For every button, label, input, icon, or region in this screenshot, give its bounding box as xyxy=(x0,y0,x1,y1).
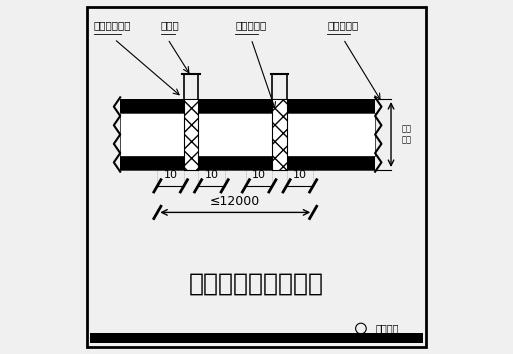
Circle shape xyxy=(361,103,368,109)
Circle shape xyxy=(317,103,323,109)
Bar xyxy=(272,99,287,170)
Circle shape xyxy=(259,103,265,109)
Circle shape xyxy=(128,160,134,166)
Bar xyxy=(272,99,287,170)
Text: 竖向筋: 竖向筋 xyxy=(161,20,180,30)
Text: 10: 10 xyxy=(204,170,219,180)
Circle shape xyxy=(223,160,230,166)
Circle shape xyxy=(339,103,345,109)
Bar xyxy=(120,113,184,156)
Bar xyxy=(184,99,198,170)
Bar xyxy=(90,333,423,343)
Bar xyxy=(287,99,375,113)
Bar xyxy=(184,99,198,170)
Circle shape xyxy=(317,160,323,166)
Text: 10: 10 xyxy=(164,170,177,180)
Circle shape xyxy=(294,160,301,166)
Circle shape xyxy=(156,160,162,166)
Text: 水平筋不断: 水平筋不断 xyxy=(235,20,267,30)
Bar xyxy=(120,156,184,170)
Text: 外露构件伸缩缝做法: 外露构件伸缩缝做法 xyxy=(189,271,324,295)
Bar xyxy=(287,156,375,170)
Circle shape xyxy=(142,160,148,166)
Bar xyxy=(198,113,272,156)
Circle shape xyxy=(241,103,247,109)
Bar xyxy=(198,99,272,113)
Text: 10: 10 xyxy=(293,170,307,180)
Bar xyxy=(198,156,272,170)
Circle shape xyxy=(241,160,247,166)
Text: 防水油膏封闭: 防水油膏封闭 xyxy=(94,20,131,30)
Circle shape xyxy=(206,103,212,109)
Circle shape xyxy=(156,103,162,109)
Text: 聚苯乙烯板: 聚苯乙烯板 xyxy=(327,20,359,30)
Circle shape xyxy=(206,160,212,166)
Bar xyxy=(120,99,184,113)
Circle shape xyxy=(294,103,301,109)
Circle shape xyxy=(170,103,176,109)
Text: 壁厂
参考: 壁厂 参考 xyxy=(402,125,412,144)
Circle shape xyxy=(259,160,265,166)
Text: ≤12000: ≤12000 xyxy=(210,195,261,208)
Circle shape xyxy=(339,160,345,166)
Text: 10: 10 xyxy=(252,170,266,180)
Circle shape xyxy=(142,103,148,109)
Circle shape xyxy=(128,103,134,109)
Circle shape xyxy=(361,160,368,166)
Text: 豆丁施工: 豆丁施工 xyxy=(376,324,399,333)
Bar xyxy=(287,113,375,156)
Circle shape xyxy=(223,103,230,109)
Circle shape xyxy=(170,160,176,166)
